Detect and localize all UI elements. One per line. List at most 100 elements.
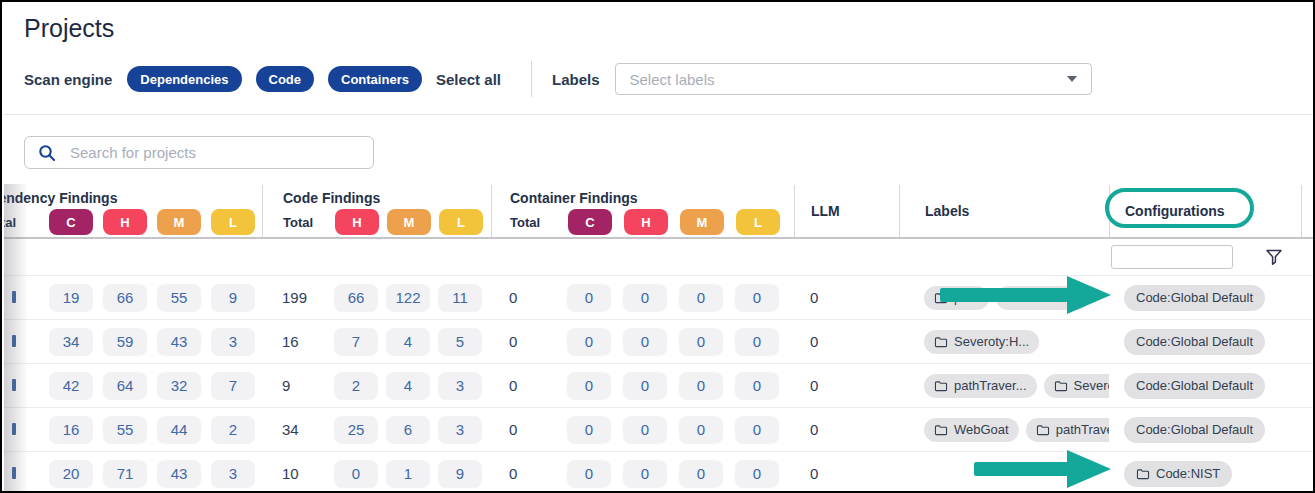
folder-icon xyxy=(934,292,948,304)
clipped-total-fragment xyxy=(12,379,16,391)
container-total-value: 0 xyxy=(509,289,549,306)
select-all-button[interactable]: Select all xyxy=(436,71,501,88)
label-chip: pathTraver... xyxy=(924,374,1037,398)
finding-count-badge: 25 xyxy=(334,416,378,444)
finding-count-badge: 0 xyxy=(679,460,723,488)
severity-badge-high: H xyxy=(624,209,668,235)
code-total-value: 199 xyxy=(282,289,332,306)
severity-badge-high: H xyxy=(335,209,379,235)
engine-pill-code[interactable]: Code xyxy=(256,66,315,92)
finding-count-badge: 0 xyxy=(334,460,378,488)
finding-count-badge: 0 xyxy=(567,460,611,488)
label-chip: WebGoat xyxy=(924,418,1019,442)
config-chip: Code:Global Default xyxy=(1124,417,1265,443)
finding-count-badge: 7 xyxy=(334,328,378,356)
finding-count-badge: 0 xyxy=(735,328,779,356)
llm-value: 0 xyxy=(810,377,818,394)
finding-count-badge: 2 xyxy=(334,372,378,400)
scan-engine-label: Scan engine xyxy=(24,71,112,88)
clipped-total-fragment xyxy=(12,335,16,347)
scan-engine-toolbar: Scan engine Dependencies Code Containers… xyxy=(24,62,1092,96)
finding-count-badge: 5 xyxy=(438,328,482,356)
severity-badge-medium: M xyxy=(387,209,431,235)
labels-title: Labels xyxy=(925,203,969,219)
finding-count-badge: 0 xyxy=(679,284,723,312)
configurations-title: Configurations xyxy=(1125,203,1225,219)
config-chip: Code:NIST xyxy=(1124,461,1232,487)
dependency-total-label: Total xyxy=(4,215,16,230)
dependency-findings-title: Dependency Findings xyxy=(4,185,262,206)
finding-count-badge: 0 xyxy=(567,416,611,444)
finding-count-badge: 0 xyxy=(679,328,723,356)
llm-title: LLM xyxy=(811,203,840,219)
finding-count-badge: 0 xyxy=(623,416,667,444)
finding-count-badge: 59 xyxy=(103,328,147,356)
severity-badge-low: L xyxy=(736,209,780,235)
finding-count-badge: 32 xyxy=(157,372,201,400)
llm-value: 0 xyxy=(810,333,818,350)
label-chip xyxy=(996,286,1088,310)
container-total-label: Total xyxy=(510,215,550,230)
filter-funnel-icon[interactable] xyxy=(1265,249,1283,266)
col-labels: Labels xyxy=(899,185,1109,237)
finding-count-badge: 4 xyxy=(386,328,430,356)
finding-count-badge: 3 xyxy=(438,372,482,400)
finding-count-badge: 1 xyxy=(386,460,430,488)
table-row[interactable]: 16 55 44 2 34 25 6 3 0 xyxy=(4,408,1315,452)
finding-count-badge: 0 xyxy=(567,328,611,356)
finding-count-badge: 3 xyxy=(211,460,255,488)
engine-pill-dependencies[interactable]: Dependencies xyxy=(127,66,241,92)
container-total-value: 0 xyxy=(509,465,549,482)
llm-value: 0 xyxy=(810,289,818,306)
dependency-total-clipped xyxy=(4,289,16,307)
severity-badge-critical: C xyxy=(49,209,93,235)
label-chip: Severoty:H... xyxy=(924,330,1039,354)
search-input[interactable] xyxy=(70,144,360,161)
dependency-total-clipped xyxy=(4,333,16,351)
table-row[interactable]: 34 59 43 3 16 7 4 5 0 xyxy=(4,320,1315,364)
col-llm: LLM xyxy=(794,185,899,237)
finding-count-badge: 3 xyxy=(438,416,482,444)
finding-count-badge: 64 xyxy=(103,372,147,400)
table-row[interactable]: 42 64 32 7 9 2 4 3 0 xyxy=(4,364,1315,408)
finding-count-badge: 0 xyxy=(679,416,723,444)
code-findings-title: Code Findings xyxy=(263,185,491,206)
table-row[interactable]: 20 71 43 3 10 0 1 9 0 xyxy=(4,452,1315,493)
table-header: Dependency Findings Total C H M L Code F… xyxy=(4,185,1315,239)
label-chip: pathTraver.. xyxy=(1026,418,1109,442)
severity-badge-medium: M xyxy=(680,209,724,235)
search-box[interactable] xyxy=(24,136,374,169)
finding-count-badge: 55 xyxy=(157,284,201,312)
finding-count-badge: 0 xyxy=(623,372,667,400)
finding-count-badge: 4 xyxy=(386,372,430,400)
finding-count-badge: 0 xyxy=(623,460,667,488)
config-chip: Code:Global Default xyxy=(1124,373,1265,399)
dependency-total-clipped xyxy=(4,377,16,395)
folder-icon xyxy=(1036,424,1050,436)
folder-icon xyxy=(1054,380,1068,392)
engine-pill-containers[interactable]: Containers xyxy=(328,66,422,92)
configurations-filter-input[interactable] xyxy=(1111,245,1233,269)
llm-value: 0 xyxy=(810,465,818,482)
page-title: Projects xyxy=(24,14,114,43)
folder-icon xyxy=(934,380,948,392)
severity-badge-low: L xyxy=(211,209,255,235)
code-total-value: 10 xyxy=(282,465,332,482)
container-total-value: 0 xyxy=(509,333,549,350)
severity-badge-high: H xyxy=(103,209,147,235)
finding-count-badge: 2 xyxy=(211,416,255,444)
finding-count-badge: 0 xyxy=(679,372,723,400)
projects-table: Dependency Findings Total C H M L Code F… xyxy=(4,185,1315,493)
col-group-dependency-findings: Dependency Findings Total C H M L xyxy=(4,185,262,237)
severity-badge-low: L xyxy=(439,209,483,235)
finding-count-badge: 0 xyxy=(567,372,611,400)
table-row[interactable]: 19 66 55 9 199 66 122 11 0 xyxy=(4,276,1315,320)
code-total-label: Total xyxy=(283,215,333,230)
labels-select[interactable]: Select labels xyxy=(615,63,1092,95)
header-end-spacer xyxy=(1301,185,1315,237)
table-filter-row xyxy=(4,239,1315,276)
finding-count-badge: 0 xyxy=(735,416,779,444)
config-chip: Code:Global Default xyxy=(1124,285,1265,311)
folder-icon xyxy=(934,336,948,348)
severity-badge-medium: M xyxy=(157,209,201,235)
